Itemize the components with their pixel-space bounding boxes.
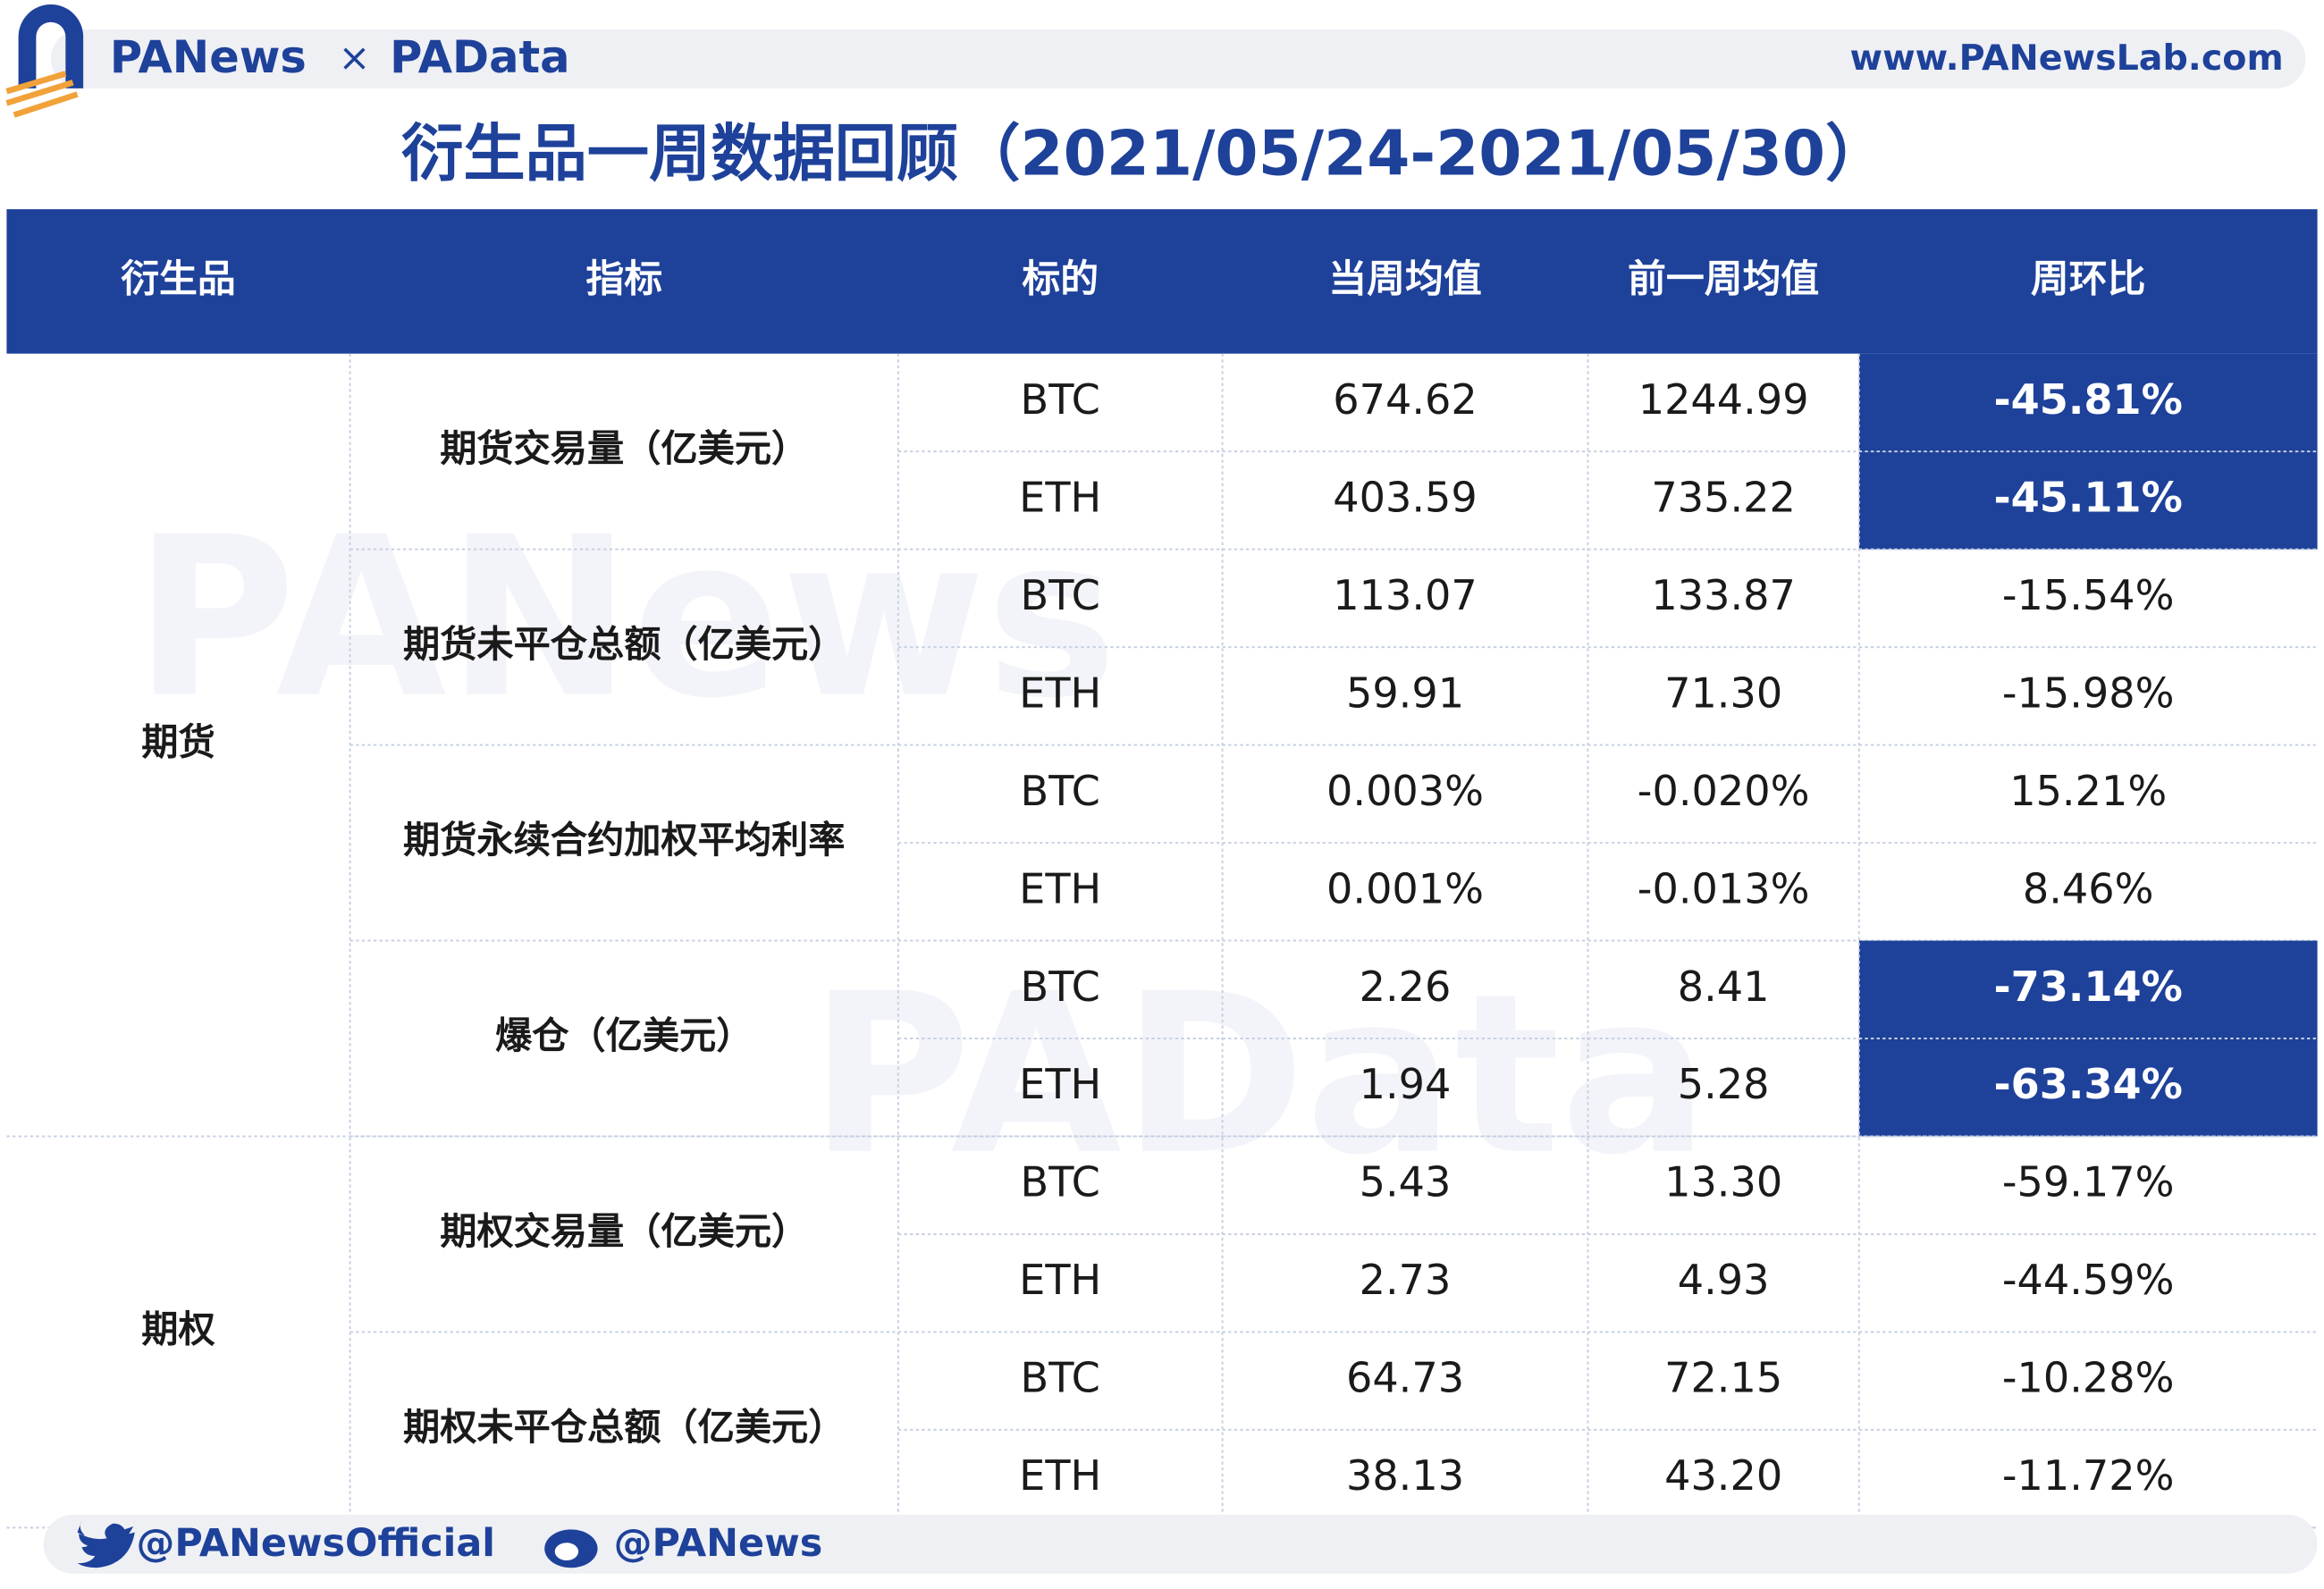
change-cell: -11.72% [2002,1451,2175,1500]
highlight-cell [1858,1038,2318,1137]
current-cell: 674.62 [1333,375,1478,424]
asset-cell: ETH [1019,668,1101,717]
change-cell: -59.17% [2002,1158,2175,1206]
asset-cell: ETH [1019,1060,1101,1108]
logo [18,4,84,88]
column-header: 衍生品 [121,256,236,301]
current-cell: 0.003% [1326,767,1484,815]
asset-cell: ETH [1019,473,1101,521]
top-bar [50,29,2306,88]
previous-cell: -0.013% [1638,864,1810,912]
column-header: 指标 [585,256,662,301]
metric-cell: 爆仓（亿美元） [495,1014,753,1057]
change-cell: -15.98% [2002,668,2175,717]
current-cell: 64.73 [1346,1354,1464,1402]
weibo-icon-eye [554,1543,579,1560]
previous-cell: 133.87 [1651,571,1796,619]
current-cell: 0.001% [1326,864,1484,912]
change-cell: -10.28% [2002,1354,2175,1402]
asset-cell: BTC [1021,571,1100,619]
current-cell: 113.07 [1333,571,1478,619]
asset-cell: ETH [1019,864,1101,912]
current-cell: 403.59 [1333,473,1478,521]
brand: PANews [110,31,307,83]
weibo-handle[interactable]: @PANews [614,1521,823,1566]
previous-cell: 8.41 [1678,963,1770,1011]
asset-cell: BTC [1021,1158,1100,1206]
previous-cell: 43.20 [1664,1451,1782,1500]
metric-cell: 期货未平仓总额（亿美元） [403,623,845,666]
asset-cell: BTC [1021,1354,1100,1402]
previous-cell: 735.22 [1651,473,1796,521]
twitter-handle[interactable]: @PANewsOfficial [137,1521,495,1566]
current-cell: 1.94 [1360,1060,1452,1108]
column-header: 标的 [1022,256,1099,301]
table-header [6,209,2318,354]
change-cell: -45.11% [1994,473,2183,521]
previous-cell: -0.020% [1638,767,1810,815]
watermark: PAData [809,946,1709,1204]
change-cell: -44.59% [2002,1256,2175,1304]
change-cell: 8.46% [2023,864,2154,912]
metric-cell: 期权未平仓总额（亿美元） [403,1406,845,1449]
previous-cell: 4.93 [1678,1256,1770,1304]
metric-cell: 期货交易量（亿美元） [440,427,808,470]
column-header: 前一周均值 [1628,256,1819,301]
current-cell: 2.26 [1360,963,1452,1011]
column-header: 当周均值 [1328,256,1481,301]
asset-cell: BTC [1021,963,1100,1011]
previous-cell: 13.30 [1664,1158,1782,1206]
separator: × [339,36,371,80]
twitter-icon [77,1520,135,1568]
change-cell: -15.54% [2002,571,2175,619]
metric-cell: 期权交易量（亿美元） [440,1210,808,1253]
current-cell: 38.13 [1346,1451,1464,1500]
current-cell: 5.43 [1360,1158,1452,1206]
highlight-cell [1858,353,2318,452]
change-cell: -45.81% [1994,375,2183,424]
watermark: PANews [134,490,1117,747]
table: 衍生品 指标 标的 当周均值 前一周均值 周环比 BTC 674.62 1244.99 -45.8… [6,256,2318,1529]
previous-cell: 1244.99 [1638,375,1809,424]
asset-cell: ETH [1019,1451,1101,1500]
change-cell: -63.34% [1994,1060,2183,1108]
title: 衍生品一周数据回顾（2021/05/24-2021/05/30） [401,118,1887,189]
logo-stripes [5,71,79,118]
footer-bar [43,1514,2318,1574]
current-cell: 2.73 [1360,1256,1452,1304]
metric-cell: 期货永续合约加权平均利率 [403,819,845,862]
group-cell: 期货 [141,721,215,764]
change-cell: -73.14% [1994,963,2183,1011]
highlight-cell [1858,451,2318,550]
highlight-cell [1858,940,2318,1039]
current-cell: 59.91 [1346,668,1464,717]
asset-cell: ETH [1019,1256,1101,1304]
change-cell: 15.21% [2009,767,2167,815]
column-header: 周环比 [2031,256,2146,301]
url: www.PANewsLab.com [1850,38,2284,79]
asset-cell: BTC [1021,767,1100,815]
previous-cell: 71.30 [1664,668,1782,717]
brand2: PAData [390,31,569,83]
asset-cell: BTC [1021,375,1100,424]
group-cell: 期权 [141,1307,215,1350]
previous-cell: 5.28 [1678,1060,1770,1108]
previous-cell: 72.15 [1664,1354,1782,1402]
